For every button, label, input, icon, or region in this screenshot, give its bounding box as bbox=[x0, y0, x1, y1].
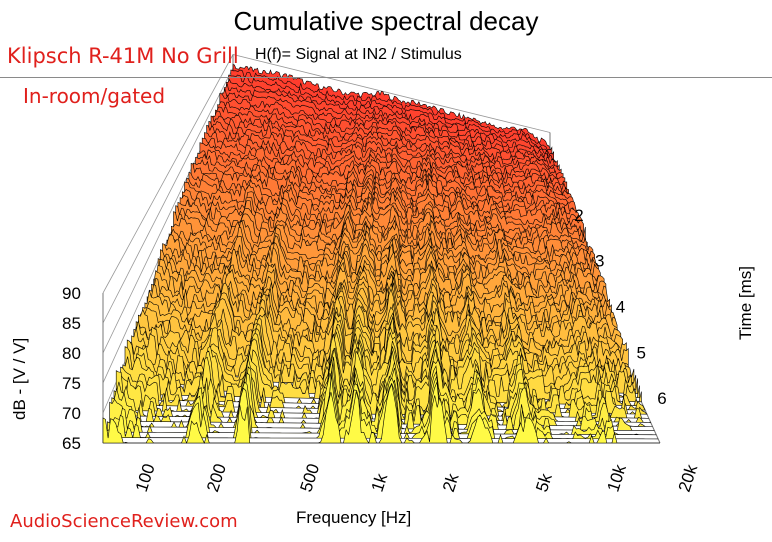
time-axis-ticks: 2 3 4 5 6 bbox=[574, 206, 666, 408]
y-axis-ticks: 65 70 75 80 85 90 bbox=[62, 284, 81, 453]
time-axis-label: Time [ms] bbox=[736, 266, 755, 340]
time-tick-label: 6 bbox=[657, 389, 666, 408]
x-tick-label: 10k bbox=[603, 462, 630, 494]
x-tick-label: 5k bbox=[532, 471, 556, 494]
x-tick-label: 100 bbox=[132, 461, 159, 494]
decay-slice bbox=[102, 382, 660, 444]
measurement-condition-label: In-room/gated bbox=[23, 84, 166, 108]
x-tick-label: 20k bbox=[675, 462, 702, 494]
time-tick-label: 2 bbox=[574, 206, 583, 225]
chart-subtitle: H(f)= Signal at IN2 / Stimulus bbox=[255, 46, 462, 63]
time-tick-label: 3 bbox=[595, 252, 604, 271]
x-axis-label: Frequency [Hz] bbox=[296, 508, 411, 527]
y-tick-label: 70 bbox=[62, 404, 81, 423]
watermark: AudioScienceReview.com bbox=[10, 511, 238, 532]
y-tick-label: 85 bbox=[62, 314, 81, 333]
chart-title: Cumulative spectral decay bbox=[233, 6, 539, 36]
y-tick-label: 80 bbox=[62, 344, 81, 363]
header-divider bbox=[0, 77, 772, 78]
x-tick-label: 200 bbox=[203, 461, 230, 494]
x-tick-label: 2k bbox=[439, 471, 463, 494]
y-tick-label: 65 bbox=[62, 434, 81, 453]
x-tick-label: 500 bbox=[296, 461, 323, 494]
y-tick-label: 75 bbox=[62, 374, 81, 393]
time-tick-label: 4 bbox=[616, 298, 625, 317]
x-tick-label: 1k bbox=[368, 471, 392, 494]
decay-slices bbox=[102, 64, 660, 444]
y-tick-label: 90 bbox=[62, 284, 81, 303]
x-axis-ticks: 100 200 500 1k 2k 5k 10k 20k bbox=[132, 461, 702, 494]
time-tick-label: 5 bbox=[637, 343, 646, 362]
y-axis-label: dB - [V / V] bbox=[10, 338, 29, 420]
speaker-model-label: Klipsch R-41M No Grill bbox=[7, 44, 239, 68]
